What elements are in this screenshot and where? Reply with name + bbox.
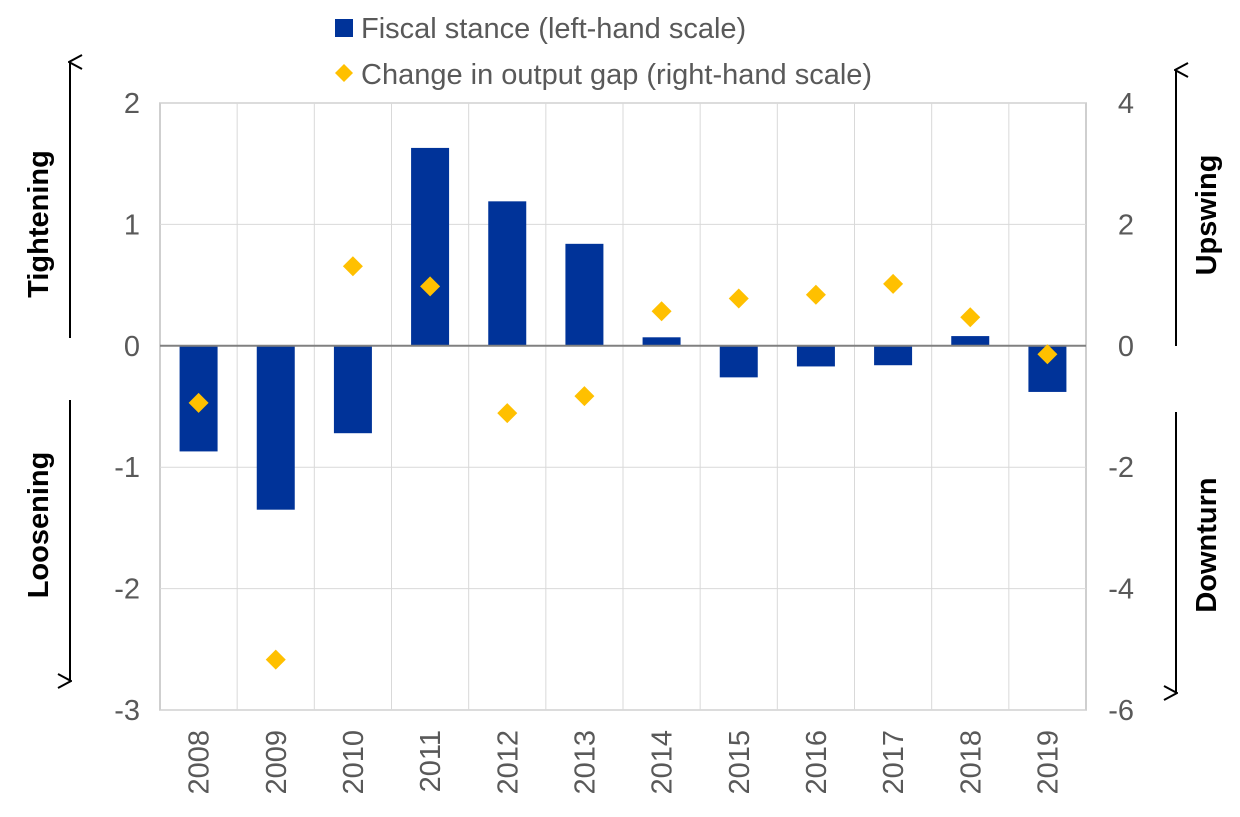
bar-2018: [951, 336, 990, 346]
bar-2014: [642, 337, 681, 346]
point-2013: [574, 386, 595, 407]
bar-2012: [488, 201, 527, 346]
point-2009: [265, 649, 286, 670]
x-tick-label: 2015: [724, 730, 756, 795]
right-tick-label: 2: [1118, 209, 1134, 241]
point-2019: [1037, 344, 1058, 365]
annotation-downturn-label: Downturn: [1191, 477, 1223, 612]
x-tick-label: 2010: [338, 730, 370, 795]
annotation-tightening: Tightening: [23, 62, 70, 338]
left-tick-label: -2: [114, 574, 140, 606]
point-2015: [728, 288, 749, 309]
point-2016: [805, 284, 826, 305]
bar-2017: [874, 345, 913, 366]
point-2011: [420, 276, 441, 297]
bar-2015: [719, 345, 758, 378]
legend-label-fiscal-stance: Fiscal stance (left-hand scale): [361, 13, 746, 45]
bar-2009: [256, 345, 295, 510]
point-2008: [188, 392, 209, 413]
annotation-downturn: Downturn: [1176, 412, 1223, 693]
bar-series: [179, 147, 1067, 510]
right-axis-ticks: 4 2 0 -2 -4 -6: [1108, 88, 1134, 727]
right-tick-label: 4: [1118, 88, 1134, 120]
annotation-tightening-label: Tightening: [23, 150, 55, 298]
annotation-loosening-label: Loosening: [23, 452, 55, 599]
legend-label-output-gap: Change in output gap (right-hand scale): [361, 59, 872, 91]
left-tick-label: 1: [124, 209, 140, 241]
left-tick-label: 0: [124, 331, 140, 363]
legend-swatch-output-gap: [335, 64, 353, 82]
x-tick-label: 2014: [647, 730, 679, 795]
point-2017: [883, 273, 904, 294]
right-tick-label: -2: [1108, 452, 1134, 484]
x-tick-label: 2018: [955, 730, 987, 795]
x-tick-label: 2013: [569, 730, 601, 795]
point-2012: [497, 403, 518, 424]
legend: Fiscal stance (left-hand scale) Change i…: [335, 13, 872, 91]
x-tick-label: 2011: [415, 730, 447, 792]
x-tick-label: 2016: [801, 730, 833, 795]
x-axis-ticks: 2008 2009 2010 2011 2012 2013 2014 2015 2016 2017…: [184, 730, 1065, 795]
annotation-upswing: Upswing: [1176, 70, 1223, 346]
left-tick-label: -3: [114, 695, 140, 727]
bar-2011: [411, 147, 450, 346]
x-tick-label: 2019: [1032, 730, 1064, 795]
x-tick-label: 2017: [878, 730, 910, 795]
gridlines: [160, 102, 1086, 711]
point-2010: [342, 256, 363, 277]
bar-2010: [333, 345, 372, 434]
annotation-upswing-label: Upswing: [1191, 155, 1223, 276]
legend-swatch-fiscal-stance: [335, 19, 353, 37]
right-tick-label: -6: [1108, 695, 1134, 727]
right-tick-label: 0: [1118, 331, 1134, 363]
annotation-loosening: Loosening: [23, 400, 70, 681]
left-tick-label: -1: [114, 452, 140, 484]
left-tick-label: 2: [124, 88, 140, 120]
bar-2013: [565, 243, 604, 346]
left-axis-ticks: 2 1 0 -1 -2 -3: [114, 88, 140, 727]
point-2018: [960, 307, 981, 328]
scatter-series: [188, 256, 1058, 670]
x-tick-label: 2012: [492, 730, 524, 795]
right-tick-label: -4: [1108, 574, 1134, 606]
point-2014: [651, 301, 672, 322]
x-tick-label: 2008: [184, 730, 216, 795]
x-tick-label: 2009: [261, 730, 293, 795]
bar-2016: [796, 345, 835, 367]
